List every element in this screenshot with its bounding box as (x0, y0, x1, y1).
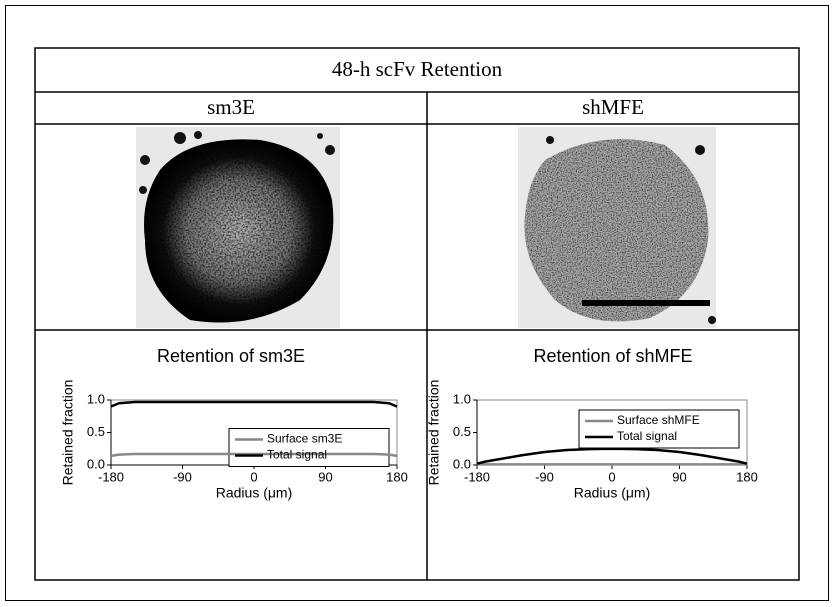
y-tick-label: 1.0 (87, 391, 105, 406)
column-header: shMFE (582, 95, 644, 119)
x-tick-label: 90 (318, 469, 332, 484)
x-tick-label: 90 (672, 469, 686, 484)
x-tick-label: -90 (173, 469, 192, 484)
legend-label: Surface sm3E (267, 432, 342, 446)
x-axis-label: Radius (μm) (216, 485, 293, 501)
y-tick-label: 0.0 (87, 456, 105, 471)
y-tick-label: 0.0 (453, 456, 471, 471)
series-line (110, 452, 398, 458)
chart-title: Retention of shMFE (533, 346, 692, 366)
table-grid (34, 47, 800, 581)
micrograph (518, 127, 716, 328)
micrograph (136, 127, 340, 328)
legend-label: Total signal (267, 448, 327, 462)
y-axis-label: Retained fraction (60, 380, 76, 486)
legend-label: Total signal (617, 429, 677, 443)
x-tick-label: 180 (386, 469, 408, 484)
series-line (476, 447, 748, 465)
legend-box (578, 409, 740, 449)
x-tick-label: 0 (250, 469, 257, 484)
y-tick-label: 1.0 (453, 391, 471, 406)
x-tick-label: -90 (535, 469, 554, 484)
legend-label: Surface shMFE (617, 413, 700, 427)
x-tick-label: -180 (464, 469, 490, 484)
y-axis-label: Retained fraction (426, 380, 442, 486)
legend-box (228, 428, 390, 467)
x-tick-label: -180 (98, 469, 124, 484)
y-tick-label: 0.5 (87, 424, 105, 439)
series-line (110, 400, 398, 408)
y-tick-label: 0.5 (453, 424, 471, 439)
outer-frame (5, 5, 829, 601)
chart-title: Retention of sm3E (157, 346, 305, 366)
x-axis-label: Radius (μm) (574, 485, 651, 501)
x-tick-label: 0 (608, 469, 615, 484)
table-title: 48-h scFv Retention (332, 57, 503, 81)
column-header: sm3E (207, 95, 255, 119)
x-tick-label: 180 (736, 469, 758, 484)
